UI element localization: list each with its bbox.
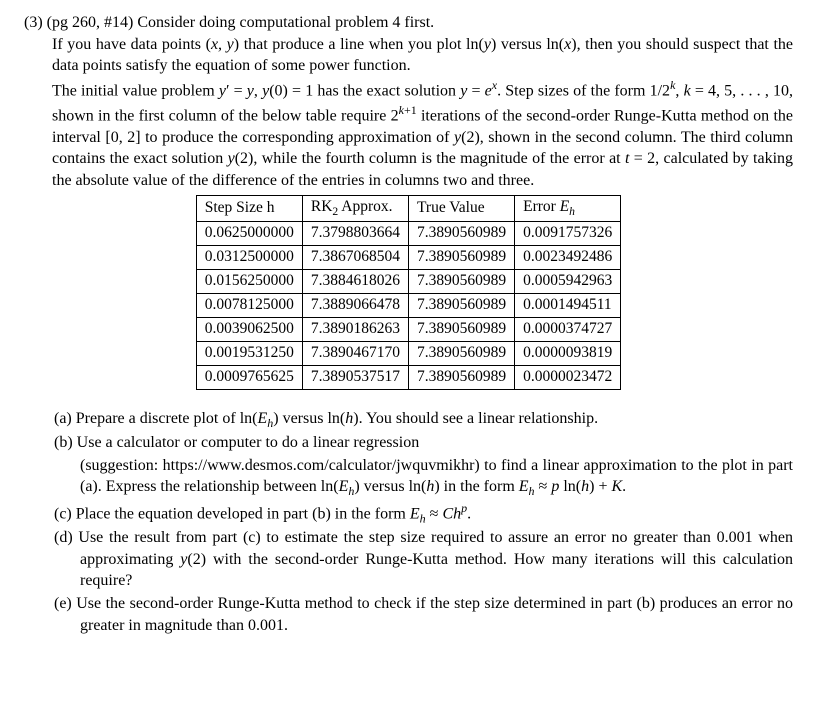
table-row: 0.00195312507.38904671707.38905609890.00… xyxy=(196,341,621,365)
text: ). You should see a linear relationship. xyxy=(353,410,598,427)
table-cell: 7.3890560989 xyxy=(409,222,515,246)
text: . xyxy=(622,478,626,495)
table-cell: 0.0078125000 xyxy=(196,293,302,317)
part-label: (c) xyxy=(54,505,72,522)
col-error: Error Eh xyxy=(515,196,621,222)
col-true-value: True Value xyxy=(409,196,515,222)
table-row: 0.03125000007.38670685047.38905609890.00… xyxy=(196,246,621,270)
table-row: 0.00390625007.38901862637.38905609890.00… xyxy=(196,317,621,341)
table-row: 0.06250000007.37988036647.38905609890.00… xyxy=(196,222,621,246)
table-cell: 0.0009765625 xyxy=(196,365,302,389)
text: ) + xyxy=(589,478,611,495)
subparts: (a) Prepare a discrete plot of ln(Eh) ve… xyxy=(24,408,793,637)
table-cell: 7.3890560989 xyxy=(409,317,515,341)
table-cell: 7.3884618026 xyxy=(302,270,408,294)
part-d: (d) Use the result from part (c) to esti… xyxy=(80,527,793,592)
table-body: 0.06250000007.37988036647.38905609890.00… xyxy=(196,222,621,389)
text: ) versus ln( xyxy=(273,410,345,427)
table-cell: 0.0625000000 xyxy=(196,222,302,246)
table-cell: 0.0023492486 xyxy=(515,246,621,270)
col-step-size: Step Size h xyxy=(196,196,302,222)
text: The initial value problem xyxy=(52,82,219,99)
text: Use a calculator or computer to do a lin… xyxy=(77,434,420,451)
table-cell: 0.0091757326 xyxy=(515,222,621,246)
table-cell: 7.3890186263 xyxy=(302,317,408,341)
part-c: (c) Place the equation developed in part… xyxy=(80,500,793,527)
table-cell: 0.0000023472 xyxy=(515,365,621,389)
table-cell: 7.3890467170 xyxy=(302,341,408,365)
table-cell: 0.0019531250 xyxy=(196,341,302,365)
problem-header: (3) (pg 260, #14) Consider doing computa… xyxy=(24,12,793,34)
table-cell: 7.3890560989 xyxy=(409,246,515,270)
table-cell: 0.0001494511 xyxy=(515,293,621,317)
table-cell: 7.3889066478 xyxy=(302,293,408,317)
text: (2), while the fourth column is the magn… xyxy=(235,150,625,167)
part-label: (b) xyxy=(54,434,73,451)
part-b-cont: (suggestion: https://www.desmos.com/calc… xyxy=(80,455,793,500)
text: Approx. xyxy=(338,198,392,215)
table-cell: 0.0000093819 xyxy=(515,341,621,365)
text: ) that produce a line when you plot ln( xyxy=(234,36,484,53)
table-cell: 7.3890560989 xyxy=(409,270,515,294)
table-cell: 0.0005942963 xyxy=(515,270,621,294)
table-header-row: Step Size h RK2 Approx. True Value Error… xyxy=(196,196,621,222)
text: . Step sizes of the form 1/2 xyxy=(497,82,670,99)
table-cell: 0.0039062500 xyxy=(196,317,302,341)
table-cell: 0.0156250000 xyxy=(196,270,302,294)
text: If you have data points ( xyxy=(52,36,211,53)
table-row: 0.01562500007.38846180267.38905609890.00… xyxy=(196,270,621,294)
data-table: Step Size h RK2 Approx. True Value Error… xyxy=(196,195,622,389)
text: Place the equation developed in part (b)… xyxy=(76,505,410,522)
col-rk2-approx: RK2 Approx. xyxy=(302,196,408,222)
paragraph-2: The initial value problem y′ = y, y(0) =… xyxy=(24,77,793,192)
table-cell: 7.3890560989 xyxy=(409,293,515,317)
text: ) versus ln( xyxy=(491,36,564,53)
part-e: (e) Use the second-order Runge-Kutta met… xyxy=(80,593,793,636)
text: ln( xyxy=(559,478,581,495)
table-cell: 7.3890560989 xyxy=(409,341,515,365)
text: Use the second-order Runge-Kutta method … xyxy=(76,595,793,634)
problem-number: (3) xyxy=(24,14,43,31)
text: (0) = 1 has the exact solution xyxy=(269,82,460,99)
text: ) versus ln( xyxy=(354,478,426,495)
part-label: (e) xyxy=(54,595,72,612)
table-cell: 7.3890560989 xyxy=(409,365,515,389)
text: ) in the form xyxy=(434,478,518,495)
table-cell: 0.0312500000 xyxy=(196,246,302,270)
text: . xyxy=(467,505,471,522)
paragraph-1: If you have data points (x, y) that prod… xyxy=(24,34,793,77)
text: RK xyxy=(311,198,333,215)
problem-ref: (pg 260, #14) Consider doing computation… xyxy=(47,14,435,31)
table-row: 0.00097656257.38905375177.38905609890.00… xyxy=(196,365,621,389)
table-cell: 7.3867068504 xyxy=(302,246,408,270)
text: Error xyxy=(523,198,560,215)
text: (2) with the second-order Runge-Kutta me… xyxy=(80,551,793,590)
table-cell: 7.3890537517 xyxy=(302,365,408,389)
table-cell: 7.3798803664 xyxy=(302,222,408,246)
part-label: (a) xyxy=(54,410,72,427)
part-a: (a) Prepare a discrete plot of ln(Eh) ve… xyxy=(80,408,793,431)
part-b: (b) Use a calculator or computer to do a… xyxy=(80,432,793,454)
table-row: 0.00781250007.38890664787.38905609890.00… xyxy=(196,293,621,317)
text: Prepare a discrete plot of ln( xyxy=(76,410,258,427)
table-cell: 0.0000374727 xyxy=(515,317,621,341)
part-label: (d) xyxy=(54,529,73,546)
